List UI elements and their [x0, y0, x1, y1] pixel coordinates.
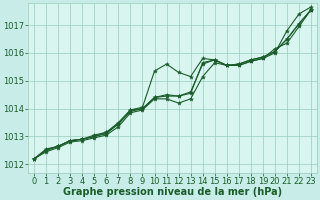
X-axis label: Graphe pression niveau de la mer (hPa): Graphe pression niveau de la mer (hPa)	[63, 187, 282, 197]
